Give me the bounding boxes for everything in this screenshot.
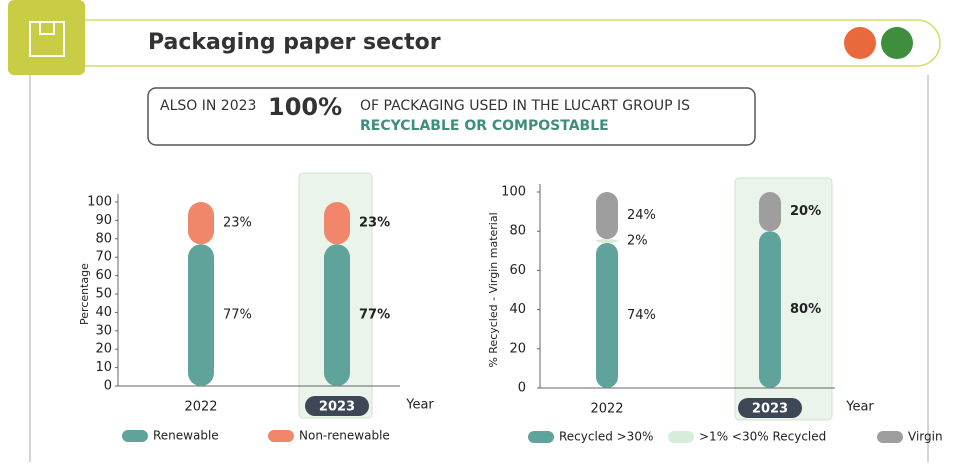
y-tick-label: 100 bbox=[87, 195, 112, 210]
x-axis-label: Year bbox=[405, 398, 434, 413]
y-tick-label: 80 bbox=[509, 224, 526, 239]
y-tick-label: 20 bbox=[95, 342, 112, 357]
legend-label: Virgin bbox=[908, 430, 943, 444]
bar-segment bbox=[324, 202, 350, 245]
x-tick-label: 2023 bbox=[752, 402, 788, 417]
value-label: 24% bbox=[627, 208, 656, 223]
y-tick-label: 30 bbox=[95, 323, 112, 338]
header-icon bbox=[8, 0, 85, 75]
bar-segment bbox=[188, 244, 214, 386]
value-label: 74% bbox=[627, 308, 656, 323]
y-tick-label: 90 bbox=[95, 213, 112, 228]
banner-box bbox=[147, 87, 756, 146]
legend-swatch bbox=[122, 430, 148, 442]
banner-highlight: RECYCLABLE OR COMPOSTABLE bbox=[360, 118, 609, 134]
bar-segment bbox=[759, 192, 781, 232]
legend-swatch bbox=[528, 431, 554, 443]
icon-green bbox=[881, 27, 913, 59]
value-label: 20% bbox=[790, 204, 821, 219]
banner-figure: 100% bbox=[268, 93, 342, 121]
y-tick-label: 70 bbox=[95, 250, 112, 265]
y-tick-label: 60 bbox=[95, 268, 112, 283]
bar-segment bbox=[596, 239, 618, 243]
y-axis-label: % Recycled - Virgin material bbox=[487, 212, 500, 367]
x-axis-label: Year bbox=[845, 400, 874, 415]
value-label: 2% bbox=[627, 234, 648, 249]
bar-segment bbox=[596, 242, 618, 388]
value-label: 77% bbox=[223, 308, 252, 323]
header-title: Packaging paper sector bbox=[148, 30, 441, 55]
y-tick-label: 0 bbox=[104, 379, 112, 394]
x-tick-label: 2022 bbox=[184, 400, 217, 415]
banner-text: OF PACKAGING USED IN THE LUCART GROUP IS bbox=[360, 98, 690, 114]
category-pill bbox=[305, 396, 369, 416]
legend-label: Non-renewable bbox=[299, 429, 390, 443]
legend-label: >1% <30% Recycled bbox=[699, 430, 826, 444]
y-tick-label: 100 bbox=[501, 185, 526, 200]
y-tick-label: 60 bbox=[509, 263, 526, 278]
y-tick-label: 10 bbox=[95, 360, 112, 375]
value-label: 77% bbox=[359, 308, 390, 323]
legend-swatch bbox=[668, 431, 694, 443]
legend-swatch bbox=[877, 431, 903, 443]
box-icon bbox=[29, 21, 65, 57]
banner-lead: ALSO IN 2023 bbox=[160, 98, 256, 114]
x-tick-label: 2022 bbox=[590, 402, 623, 417]
value-label: 23% bbox=[359, 216, 390, 231]
y-tick-label: 50 bbox=[95, 287, 112, 302]
y-tick-label: 40 bbox=[95, 305, 112, 320]
category-pill bbox=[738, 398, 802, 418]
y-tick-label: 80 bbox=[95, 231, 112, 246]
y-axis-label: Percentage bbox=[78, 263, 91, 325]
bar-segment bbox=[596, 192, 618, 240]
bar-segment bbox=[324, 244, 350, 386]
legend-label: Renewable bbox=[153, 429, 219, 443]
y-tick-label: 40 bbox=[509, 302, 526, 317]
y-tick-label: 0 bbox=[518, 381, 526, 396]
x-tick-label: 2023 bbox=[319, 400, 355, 415]
value-label: 80% bbox=[790, 302, 821, 317]
legend-swatch bbox=[268, 430, 294, 442]
bar-segment bbox=[188, 202, 214, 245]
icon-orange bbox=[844, 27, 876, 59]
y-tick-label: 20 bbox=[509, 341, 526, 356]
bar-segment bbox=[759, 231, 781, 388]
legend-label: Recycled >30% bbox=[559, 430, 653, 444]
value-label: 23% bbox=[223, 216, 252, 231]
